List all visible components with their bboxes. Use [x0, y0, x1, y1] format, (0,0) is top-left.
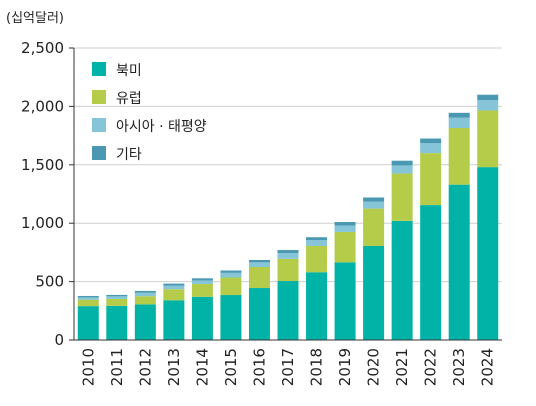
x-tick-label: 2018 — [308, 348, 326, 386]
legend-label: 유럽 — [116, 91, 142, 107]
x-tick-label: 2012 — [136, 348, 154, 386]
y-tick-label: 500 — [35, 273, 64, 291]
bar-segment-series-1-2011 — [106, 298, 128, 306]
bar-segment-series-3-2021 — [391, 160, 413, 166]
y-tick-label: 1,000 — [21, 214, 64, 232]
bars — [77, 94, 499, 340]
legend-label: 기타 — [116, 147, 142, 163]
bar-segment-series-3-2019 — [334, 222, 356, 226]
bar-segment-series-2-2024 — [477, 99, 499, 111]
bar-segment-series-3-2022 — [420, 138, 442, 144]
bar-segment-series-1-2020 — [363, 208, 385, 246]
bar-segment-series-2-2014 — [191, 280, 213, 284]
x-tick-label: 2011 — [108, 348, 126, 386]
bar-segment-series-1-2015 — [220, 277, 242, 296]
bar-segment-series-3-2013 — [163, 283, 185, 286]
bar-segment-series-2-2015 — [220, 272, 242, 278]
bar-segment-series-1-2012 — [134, 296, 156, 305]
y-tick-label: 0 — [54, 331, 64, 349]
bar-segment-series-0-2015 — [220, 295, 242, 340]
x-tick-label: 2010 — [79, 348, 97, 386]
x-tick-label: 2020 — [365, 348, 383, 386]
bar-segment-series-0-2022 — [420, 205, 442, 340]
x-tick-label: 2022 — [422, 348, 440, 386]
bar-segment-series-0-2023 — [448, 184, 470, 340]
y-tick-label: 1,500 — [21, 156, 64, 174]
x-tick-label: 2016 — [250, 348, 268, 386]
bar-segment-series-0-2019 — [334, 262, 356, 340]
bar-segment-series-2-2017 — [277, 252, 299, 259]
x-tick-label: 2024 — [479, 348, 497, 386]
x-tick-label: 2017 — [279, 348, 297, 386]
bar-segment-series-3-2023 — [448, 112, 470, 118]
bar-segment-series-2-2011 — [106, 296, 128, 299]
bar-segment-series-2-2020 — [363, 201, 385, 209]
bar-segment-series-3-2020 — [363, 197, 385, 202]
x-tick-label: 2013 — [165, 348, 183, 386]
bar-segment-series-2-2016 — [248, 262, 270, 267]
x-tick-label: 2019 — [336, 348, 354, 386]
bar-segment-series-2-2013 — [163, 285, 185, 290]
bar-segment-series-3-2024 — [477, 94, 499, 100]
bar-segment-series-3-2016 — [248, 259, 270, 263]
bar-segment-series-0-2021 — [391, 220, 413, 340]
y-unit-label: (십억달러) — [6, 11, 64, 26]
y-tick-label: 2,500 — [21, 39, 64, 57]
legend-swatch — [92, 90, 106, 104]
x-tick-label: 2015 — [222, 348, 240, 386]
bar-segment-series-2-2019 — [334, 225, 356, 232]
bar-segment-series-0-2018 — [306, 272, 328, 340]
legend-label: 아시아 · 태평양 — [116, 119, 207, 135]
bar-segment-series-0-2012 — [134, 304, 156, 340]
legend-label: 북미 — [116, 63, 142, 79]
bar-segment-series-0-2016 — [248, 288, 270, 340]
bar-segment-series-1-2021 — [391, 173, 413, 221]
bar-segment-series-3-2014 — [191, 278, 213, 281]
bar-segment-series-0-2020 — [363, 245, 385, 340]
bar-segment-series-3-2011 — [106, 294, 128, 297]
bar-segment-series-0-2017 — [277, 281, 299, 340]
bar-segment-series-1-2018 — [306, 245, 328, 273]
bar-segment-series-0-2010 — [77, 306, 99, 340]
bar-segment-series-1-2010 — [77, 299, 99, 307]
y-tick-label: 2,000 — [21, 97, 64, 115]
x-tick-label: 2023 — [450, 348, 468, 386]
legend-swatch — [92, 62, 106, 76]
bar-segment-series-1-2017 — [277, 258, 299, 282]
bar-segment-series-1-2023 — [448, 128, 470, 185]
bar-segment-series-1-2016 — [248, 267, 270, 289]
bar-segment-series-1-2014 — [191, 283, 213, 297]
axes: 0 500 1,000 1,500 2,000 2,500 2010 2011 2012 2013… — [21, 39, 502, 386]
bar-segment-series-3-2017 — [277, 250, 299, 253]
legend-swatch — [92, 146, 106, 160]
bar-segment-series-1-2019 — [334, 231, 356, 263]
bar-segment-series-3-2018 — [306, 237, 328, 241]
bar-segment-series-2-2022 — [420, 143, 442, 154]
bar-segment-series-0-2013 — [163, 300, 185, 340]
bar-segment-series-3-2015 — [220, 270, 242, 273]
bar-segment-series-3-2010 — [77, 295, 99, 298]
bar-segment-series-1-2022 — [420, 153, 442, 206]
bar-segment-series-2-2023 — [448, 117, 470, 129]
bar-segment-series-0-2011 — [106, 305, 128, 340]
bar-segment-series-0-2014 — [191, 296, 213, 340]
bar-segment-series-2-2018 — [306, 240, 328, 246]
bar-segment-series-3-2012 — [134, 290, 156, 293]
bar-segment-series-0-2024 — [477, 167, 499, 340]
x-tick-label: 2014 — [193, 348, 211, 386]
bar-segment-series-1-2024 — [477, 110, 499, 168]
bar-segment-series-2-2012 — [134, 292, 156, 297]
bar-segment-series-2-2010 — [77, 297, 99, 300]
x-tick-label: 2021 — [393, 348, 411, 386]
bar-segment-series-1-2013 — [163, 289, 185, 301]
bar-segment-series-2-2021 — [391, 165, 413, 174]
legend-swatch — [92, 118, 106, 132]
